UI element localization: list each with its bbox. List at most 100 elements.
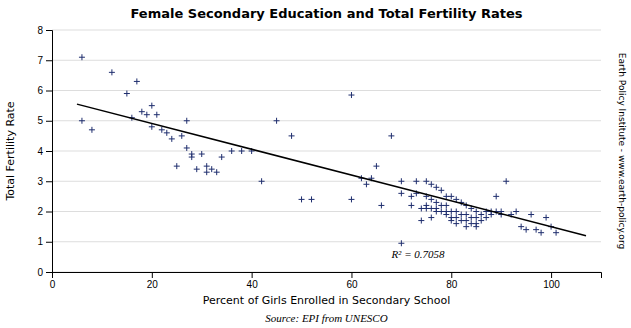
tick-mark (46, 30, 52, 31)
point (259, 178, 265, 184)
point (528, 212, 534, 218)
point (538, 230, 544, 236)
point (463, 212, 469, 218)
marks (77, 54, 586, 246)
point (443, 212, 449, 218)
tick-label: 4 (37, 146, 43, 157)
point (473, 209, 479, 215)
point (388, 133, 394, 139)
tick-label: 2 (37, 206, 43, 217)
tick-mark (252, 272, 253, 278)
point (433, 184, 439, 190)
point (408, 202, 414, 208)
tick-mark (46, 212, 52, 213)
point (543, 215, 549, 221)
title: Female Secondary Education and Total Fer… (131, 6, 523, 21)
point (214, 169, 220, 175)
point (408, 193, 414, 199)
tick-mark (46, 151, 52, 152)
tick: 7 (37, 55, 52, 66)
point (159, 127, 165, 133)
point (179, 133, 185, 139)
point (209, 166, 215, 172)
point (109, 69, 115, 75)
tick-label: 60 (346, 279, 358, 290)
grid-line (52, 120, 601, 121)
point (79, 54, 85, 60)
point (453, 221, 459, 227)
axis-line (53, 273, 602, 279)
chart: 020406080100012345678R² = 0.7058Female S… (0, 0, 631, 328)
tick-mark (551, 272, 552, 278)
point (219, 154, 225, 160)
point (194, 166, 200, 172)
tick: 4 (37, 146, 52, 157)
x-axis-label: Percent of Girls Enrolled in Secondary S… (203, 294, 450, 307)
point (413, 178, 419, 184)
point (513, 209, 519, 215)
tick-mark (451, 272, 452, 278)
grid-line (52, 181, 601, 182)
tick-mark (46, 91, 52, 92)
point (478, 212, 484, 218)
y-axis: 0 1 2 3 4 5 6 7 8 (37, 25, 52, 278)
tick-label: 1 (37, 236, 43, 247)
point (418, 218, 424, 224)
point (493, 193, 499, 199)
point (289, 133, 295, 139)
grid-line (52, 60, 601, 61)
tick-mark (351, 272, 352, 278)
tick: 5 (37, 115, 52, 126)
point (199, 151, 205, 157)
tick-label: 3 (37, 176, 43, 187)
tick-label: 5 (37, 115, 43, 126)
point (473, 215, 479, 221)
tick: 100 (543, 272, 560, 290)
point (169, 136, 175, 142)
side-note: Earth Policy Institute - www.earth-polic… (617, 53, 627, 249)
point (518, 224, 524, 230)
tick: 80 (446, 272, 458, 290)
tick-mark (46, 60, 52, 61)
tick: 40 (247, 272, 259, 290)
x-axis: 020406080100 (50, 272, 602, 290)
point (428, 181, 434, 187)
point (154, 112, 160, 118)
tick-label: 80 (446, 279, 458, 290)
axis-line (46, 31, 53, 273)
point (134, 78, 140, 84)
point (428, 196, 434, 202)
tick: 0 (50, 272, 56, 290)
point (478, 218, 484, 224)
tick-label: 0 (37, 267, 43, 278)
tick-label: 8 (37, 25, 43, 36)
point (473, 224, 479, 230)
point (483, 215, 489, 221)
point (423, 178, 429, 184)
tick: 0 (37, 267, 52, 278)
scatter-series (79, 54, 559, 246)
point (448, 218, 454, 224)
point (373, 163, 379, 169)
point (398, 240, 404, 246)
point (204, 163, 210, 169)
grid-y (52, 30, 601, 272)
point (378, 202, 384, 208)
point (503, 178, 509, 184)
tick-mark (46, 121, 52, 122)
tick: 6 (37, 85, 52, 96)
tick-label: 40 (247, 279, 259, 290)
point (443, 202, 449, 208)
tick: 2 (37, 206, 52, 217)
point (139, 109, 145, 115)
point (149, 103, 155, 109)
grid-line (52, 90, 601, 91)
point (184, 145, 190, 151)
tick-label: 6 (37, 85, 43, 96)
point (448, 193, 454, 199)
point (398, 178, 404, 184)
point (184, 118, 190, 124)
point (174, 163, 180, 169)
plot: 020406080100012345678R² = 0.7058 (37, 25, 601, 290)
tick-label: 100 (543, 279, 560, 290)
